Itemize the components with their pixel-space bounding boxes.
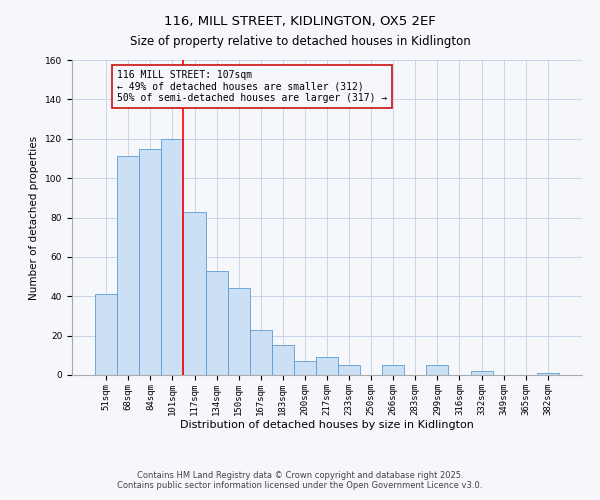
Text: 116 MILL STREET: 107sqm
← 49% of detached houses are smaller (312)
50% of semi-d: 116 MILL STREET: 107sqm ← 49% of detache… bbox=[117, 70, 388, 103]
Bar bbox=[227, 288, 250, 375]
Bar bbox=[206, 270, 227, 375]
Bar bbox=[117, 156, 139, 375]
Text: 116, MILL STREET, KIDLINGTON, OX5 2EF: 116, MILL STREET, KIDLINGTON, OX5 2EF bbox=[164, 15, 436, 28]
Bar bbox=[470, 371, 493, 375]
Bar bbox=[427, 365, 448, 375]
Bar bbox=[294, 361, 316, 375]
Bar bbox=[139, 148, 161, 375]
Text: Contains HM Land Registry data © Crown copyright and database right 2025.
Contai: Contains HM Land Registry data © Crown c… bbox=[118, 470, 482, 490]
Bar bbox=[95, 294, 117, 375]
Y-axis label: Number of detached properties: Number of detached properties bbox=[29, 136, 40, 300]
Text: Size of property relative to detached houses in Kidlington: Size of property relative to detached ho… bbox=[130, 35, 470, 48]
Bar bbox=[537, 373, 559, 375]
Bar bbox=[184, 212, 206, 375]
Bar bbox=[382, 365, 404, 375]
Bar bbox=[338, 365, 360, 375]
Bar bbox=[161, 138, 184, 375]
X-axis label: Distribution of detached houses by size in Kidlington: Distribution of detached houses by size … bbox=[180, 420, 474, 430]
Bar bbox=[272, 346, 294, 375]
Bar bbox=[250, 330, 272, 375]
Bar bbox=[316, 358, 338, 375]
